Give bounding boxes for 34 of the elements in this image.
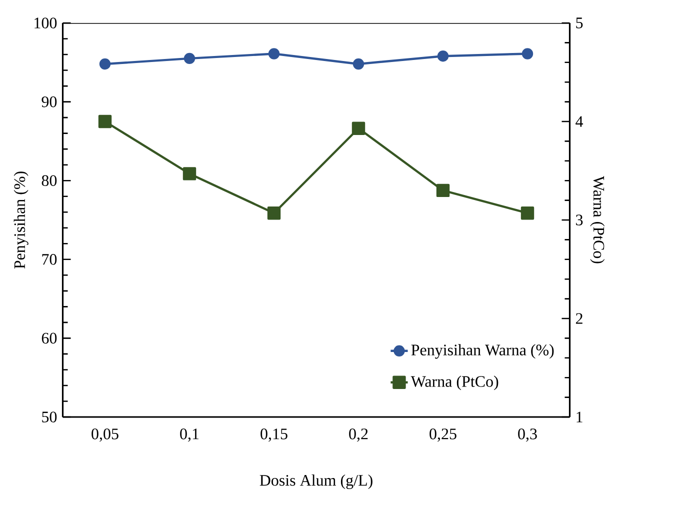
legend-label: Warna (PtCo) bbox=[410, 376, 498, 390]
point bbox=[436, 184, 450, 198]
y2-axis-title: Warna (PtCo) bbox=[590, 176, 605, 264]
point bbox=[437, 50, 449, 62]
point bbox=[98, 114, 112, 128]
y-axis-title: Penyisihan (%) bbox=[14, 172, 28, 269]
y-tick-label: 70 bbox=[42, 254, 57, 265]
x-tick-label: 0,2 bbox=[349, 428, 368, 442]
point bbox=[352, 58, 364, 70]
x-tick-label: 0,15 bbox=[260, 428, 288, 442]
y-tick-label: 60 bbox=[42, 332, 57, 344]
y2-tick-label: 2 bbox=[576, 313, 582, 324]
point bbox=[267, 206, 281, 220]
x-tick-label: 0,3 bbox=[518, 428, 537, 442]
y-tick-label: 90 bbox=[42, 96, 57, 108]
y2-tick-label: 1 bbox=[576, 412, 582, 422]
point bbox=[182, 167, 196, 180]
point bbox=[99, 58, 111, 70]
x-tick-label: 0,25 bbox=[430, 428, 456, 442]
y2-tick-label: 3 bbox=[576, 214, 583, 226]
x-axis-title: Dosis Alum (g/L) bbox=[260, 474, 372, 490]
point bbox=[184, 52, 196, 64]
x-tick-label: 0,1 bbox=[180, 428, 199, 442]
legend-label: Penyisihan Warna (%) bbox=[411, 344, 554, 359]
point bbox=[268, 48, 280, 60]
y2-tick-label: 4 bbox=[576, 116, 584, 127]
y-tick-label: 80 bbox=[42, 175, 57, 186]
point bbox=[352, 122, 366, 135]
y2-tick-label: 5 bbox=[576, 18, 583, 28]
point bbox=[522, 48, 534, 60]
x-tick-label: 0,05 bbox=[92, 428, 118, 442]
y-tick-label: 100 bbox=[34, 18, 57, 28]
point bbox=[520, 206, 534, 220]
y-tick-label: 50 bbox=[42, 412, 57, 422]
